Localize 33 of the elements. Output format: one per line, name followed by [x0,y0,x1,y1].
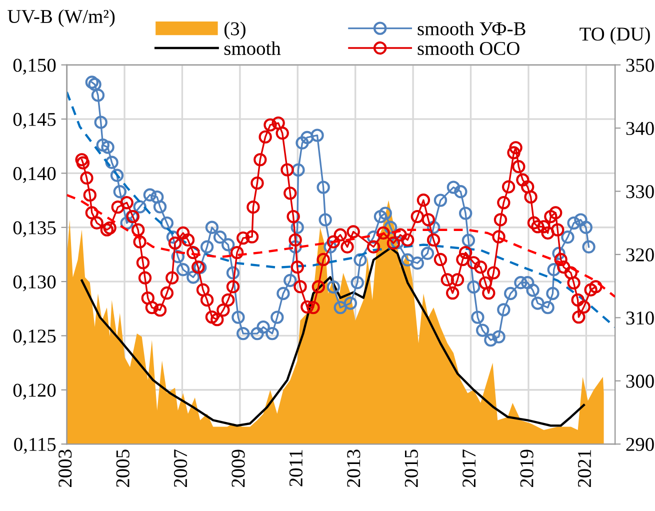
legend-label: smooth OCO [418,41,520,56]
legend-label: smooth [224,41,281,56]
x-tick-label: 2009 [232,450,245,487]
y2-tick-label: 290 [626,438,654,451]
x-tick-label: 2013 [347,450,360,487]
legend-label: (3) [224,22,246,40]
y2-tick-label: 320 [626,248,654,262]
y-tick-label: 0,145 [13,112,56,129]
y-tick-label: 0,150 [13,58,56,75]
y2-axis-title: TO (DU) [580,26,650,45]
y-tick-label: 0,125 [13,330,56,346]
y-tick-label: 0,135 [13,221,56,238]
y-tick-label: 0,140 [13,167,56,183]
x-tick-label: 2005 [116,450,130,487]
x-tick-label: 2007 [174,449,188,487]
line-series [66,194,616,298]
x-tick-label: 2011 [289,450,303,486]
line-series [66,90,616,328]
y2-tick-label: 350 [626,58,654,72]
x-tick-label: 2019 [520,450,534,487]
x-tick-label: 2003 [58,450,72,487]
y2-tick-label: 330 [626,185,654,198]
y-tick-label: 0,115 [14,438,56,454]
y2-tick-label: 300 [626,374,654,388]
x-tick-label: 2015 [404,450,418,487]
x-tick-label: 2021 [578,450,592,487]
legend-label: smooth УФ-В [418,22,526,36]
y-tick-label: 0,130 [13,275,56,292]
y-tick-label: 0,120 [13,384,56,400]
x-tick-label: 2017 [462,449,476,487]
y2-tick-label: 340 [626,122,654,136]
y2-tick-label: 310 [626,311,654,325]
y-axis-title: UV-B (W/m²) [8,9,115,27]
